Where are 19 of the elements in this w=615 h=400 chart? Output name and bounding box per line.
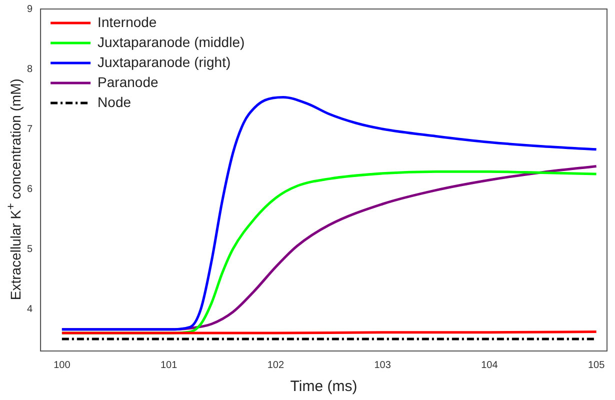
x-tick-label: 101	[160, 360, 178, 371]
y-tick-label: 4	[27, 304, 33, 315]
legend-label: Juxtaparanode (right)	[98, 54, 231, 70]
y-tick-label: 5	[27, 244, 33, 255]
x-tick-label: 103	[374, 360, 392, 371]
legend-label: Paranode	[98, 74, 158, 90]
legend-label: Juxtaparanode (middle)	[98, 34, 245, 50]
x-tick-label: 100	[54, 360, 71, 371]
x-axis-title: Time (ms)	[290, 378, 358, 396]
x-tick-label: 105	[588, 360, 606, 371]
y-tick-label: 9	[27, 4, 33, 15]
legend-label: Node	[98, 94, 132, 110]
line-series	[60, 96, 598, 331]
x-tick-label: 104	[481, 360, 498, 371]
y-tick-label: 8	[27, 64, 33, 75]
x-tick-label: 102	[267, 360, 284, 371]
y-tick-label: 7	[27, 124, 33, 135]
legend-label: Internode	[98, 14, 157, 30]
y-tick-label: 6	[27, 184, 33, 195]
